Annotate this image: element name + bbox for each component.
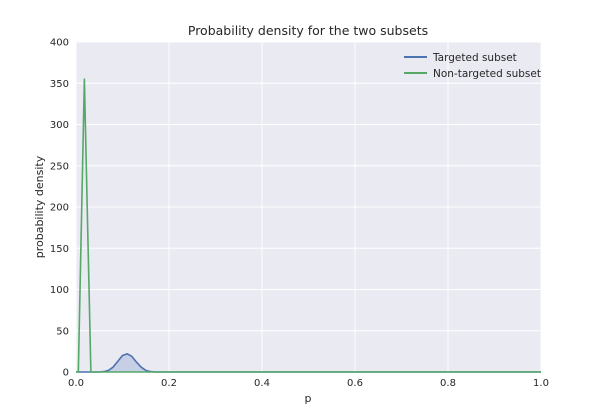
x-axis-label: p <box>305 392 312 405</box>
legend: Targeted subset Non-targeted subset <box>404 52 541 80</box>
y-tick-label: 300 <box>50 120 69 131</box>
x-tick-labels: 0.0 0.2 0.4 0.6 0.8 1.0 <box>68 378 549 389</box>
grid-lines <box>75 41 542 373</box>
non-targeted-subset-legend-label: Non-targeted subset <box>433 68 541 80</box>
non-targeted-subset-line <box>76 78 541 373</box>
x-tick-label: 0.6 <box>347 378 363 389</box>
x-tick-label: 0.2 <box>161 378 177 389</box>
y-tick-label: 150 <box>50 244 69 255</box>
y-tick-label: 100 <box>50 285 69 296</box>
y-tick-label: 50 <box>56 326 69 337</box>
y-tick-labels: 0 50 100 150 200 250 300 350 400 <box>50 38 69 379</box>
y-tick-label: 350 <box>50 79 69 90</box>
y-tick-label: 250 <box>50 161 69 172</box>
y-tick-label: 200 <box>50 203 69 214</box>
y-axis-label: probability density <box>33 155 46 258</box>
x-tick-label: 1.0 <box>533 378 549 389</box>
y-tick-label: 400 <box>50 38 69 49</box>
series-lines <box>76 78 541 373</box>
x-tick-label: 0.8 <box>440 378 456 389</box>
chart-title: Probability density for the two subsets <box>188 23 428 38</box>
y-tick-label: 0 <box>63 368 69 379</box>
targeted-subset-legend-label: Targeted subset <box>432 52 517 64</box>
x-tick-label: 0.0 <box>68 378 84 389</box>
x-tick-label: 0.4 <box>254 378 270 389</box>
